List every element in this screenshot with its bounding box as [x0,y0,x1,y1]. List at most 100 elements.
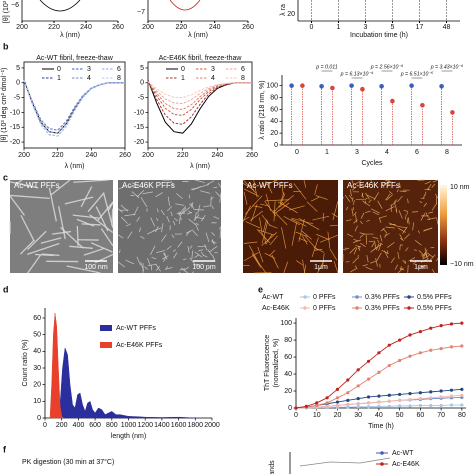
y-tick-label: 5 [140,65,144,72]
fibril [40,237,62,244]
fibril [150,265,153,271]
data-point [349,83,354,88]
fibril [211,205,214,210]
fibril [19,239,35,255]
fibril [349,247,357,254]
fibril [298,217,320,230]
fibril [407,198,409,204]
fibril [371,242,375,248]
legend-marker [407,295,411,299]
fibril [348,194,353,200]
colorbar-label: −10 nm [450,261,474,268]
fibril [210,196,212,207]
data-point [325,396,329,400]
fibril [58,206,66,240]
data-point [387,393,391,397]
fibril [400,265,402,271]
fibril [344,247,350,250]
fibril [431,183,436,188]
fibril [310,196,320,202]
fibril [330,224,339,227]
fibril [180,267,189,274]
data-point [377,394,381,398]
legend-label: 8 [241,75,245,82]
legend-label: 6 [117,66,121,73]
fibril [155,263,161,272]
data-point [377,351,381,355]
x-tick-label: 200 [18,152,30,159]
fibril [423,227,433,231]
x-tick-label: 17 [416,24,424,31]
fibril [174,217,179,222]
fibril [329,248,338,261]
y-tick-label: 0 [274,142,278,149]
fibril [206,180,215,185]
fibril [402,260,406,264]
fibril [261,220,269,244]
data-point [356,397,360,401]
fibril [195,263,201,268]
fibril [136,190,145,198]
fibril [327,231,331,248]
fibril [125,259,135,265]
fibril [219,193,222,203]
x-tick-label: 240 [80,24,92,31]
fibril [120,216,128,224]
legend-marker [303,306,307,310]
fibril [188,218,196,225]
fibril [331,212,339,218]
fibril [403,210,408,212]
fibril [250,210,263,221]
fibril [177,241,183,248]
x-tick-label: 1000 [121,422,137,429]
fibril [370,208,380,214]
data-point [439,324,443,328]
data-point [330,85,335,91]
legend-label: 1 [57,75,61,82]
x-tick-label: 1400 [154,422,170,429]
data-point [460,403,464,407]
data-point [304,404,308,408]
fibril [394,202,398,212]
axis-label-fragment: [θ] (10³ [3,0,10,23]
y-tick-label: −6 [11,2,19,9]
y-tick-label: 80 [270,94,278,101]
legend-label: 0 [57,66,61,73]
fibril [316,234,331,241]
data-point [439,403,443,408]
x-tick-label: 50 [396,412,404,419]
x-tick-label: 260 [246,152,258,159]
data-point [379,83,384,89]
fibril [280,193,286,204]
fibril [265,180,273,194]
image-label: Ac-WT PFFs [247,181,293,190]
data-point [439,346,443,351]
fibril [213,186,218,189]
x-tick-label: 400 [73,422,85,429]
fibril [429,254,436,262]
fibril [405,247,409,252]
fibril [252,205,263,208]
fibril [140,236,145,240]
legend-marker [303,295,307,299]
fibril [170,180,174,187]
x-axis-label: λ (nm) [60,32,80,39]
fibril [377,200,383,209]
fibril [179,268,186,271]
fibril [303,179,307,188]
y-axis-label: [θ] (10³ deg cm² dmol⁻¹) [1,68,8,143]
fibril [131,191,140,199]
x-tick-label: 240 [211,152,223,159]
legend-label: 0.5% PFFs [417,305,452,312]
micrograph [343,180,438,273]
fibril [302,259,306,274]
curve-fragment [39,0,81,12]
fibril [167,196,170,206]
fibril [400,238,404,241]
micrograph [243,180,338,273]
colorbar-label: 10 nm [450,184,470,191]
fibril [314,184,318,195]
x-tick-label: 0 [294,412,298,419]
legend-label: 0 PFFs [313,305,336,312]
